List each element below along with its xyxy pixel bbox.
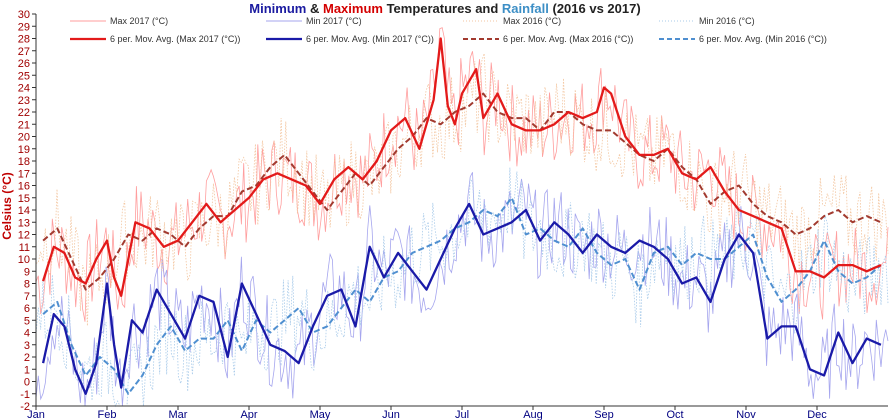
legend-label: Min 2017 (°C) bbox=[306, 16, 362, 26]
moving-average-series bbox=[41, 37, 882, 395]
series-line-max17raw bbox=[35, 27, 889, 322]
x-tick-label: Mar bbox=[169, 409, 188, 420]
y-tick-label: 11 bbox=[19, 242, 30, 254]
title-run: Temperatures and bbox=[383, 1, 502, 16]
series-line-max16raw bbox=[35, 53, 889, 326]
series-line-min17raw bbox=[35, 172, 889, 407]
y-tick-label: -2 bbox=[20, 401, 30, 413]
legend-label: Max 2016 (°C) bbox=[503, 16, 561, 26]
legend-label: Min 2016 (°C) bbox=[699, 16, 755, 26]
legend-item-max-2016: Max 2016 (°C) bbox=[463, 16, 561, 26]
y-tick-label: 6 bbox=[24, 303, 30, 315]
y-tick-label: 16 bbox=[18, 181, 30, 193]
title-run: & bbox=[306, 1, 323, 16]
title-run: Maximum bbox=[323, 1, 383, 16]
y-tick-label: 18 bbox=[18, 156, 30, 168]
series-line-max17ma bbox=[42, 37, 882, 297]
legend-item-ma-max-2017: 6 per. Mov. Avg. (Max 2017 (°C)) bbox=[70, 34, 240, 44]
y-tick-label: 24 bbox=[18, 83, 30, 95]
y-tick-label: 23 bbox=[18, 95, 30, 107]
series-line-max16ma bbox=[42, 92, 882, 291]
x-tick-label: Apr bbox=[240, 409, 257, 420]
y-tick-label: 4 bbox=[24, 328, 30, 340]
title-run: (2016 vs 2017) bbox=[549, 1, 641, 16]
y-tick-label: 20 bbox=[18, 132, 30, 144]
y-tick-label: 5 bbox=[24, 315, 30, 327]
daily-series bbox=[35, 27, 889, 408]
y-tick-label: 14 bbox=[18, 205, 30, 217]
y-tick-label: 3 bbox=[24, 340, 30, 352]
y-tick-label: 13 bbox=[18, 217, 30, 229]
legend-label: Max 2017 (°C) bbox=[110, 16, 168, 26]
y-tick-label: 1 bbox=[24, 364, 30, 376]
legend: Max 2017 (°C) Min 2017 (°C) Max 2016 (°C… bbox=[70, 16, 827, 44]
x-tick-label: Feb bbox=[98, 409, 117, 420]
x-tick-label: Jun bbox=[382, 409, 400, 420]
y-axis-title: Celsius (°C) bbox=[0, 172, 14, 239]
series-line-min17ma bbox=[41, 202, 882, 395]
series-line-min16ma bbox=[42, 196, 882, 395]
y-tick-label: 7 bbox=[24, 291, 30, 303]
y-tick-label: 9 bbox=[24, 266, 30, 278]
x-tick-label: Jul bbox=[455, 409, 469, 420]
y-tick-label: 17 bbox=[18, 168, 30, 180]
y-tick-label: 19 bbox=[18, 144, 30, 156]
legend-label: 6 per. Mov. Avg. (Min 2016 (°C)) bbox=[699, 34, 827, 44]
y-tick-label: 2 bbox=[24, 352, 30, 364]
legend-label: 6 per. Mov. Avg. (Max 2016 (°C)) bbox=[503, 34, 633, 44]
legend-item-ma-max-2016: 6 per. Mov. Avg. (Max 2016 (°C)) bbox=[463, 34, 633, 44]
y-tick-label: 12 bbox=[18, 230, 30, 242]
legend-item-min-2017: Min 2017 (°C) bbox=[266, 16, 362, 26]
y-tick-label: 29 bbox=[18, 21, 30, 33]
y-tick-label: 30 bbox=[18, 9, 30, 21]
legend-item-max-2017: Max 2017 (°C) bbox=[70, 16, 168, 26]
x-tick-label: May bbox=[310, 409, 331, 420]
y-tick-label: 21 bbox=[18, 119, 30, 131]
legend-label: 6 per. Mov. Avg. (Max 2017 (°C)) bbox=[110, 34, 240, 44]
legend-item-min-2016: Min 2016 (°C) bbox=[659, 16, 755, 26]
legend-item-ma-min-2016: 6 per. Mov. Avg. (Min 2016 (°C)) bbox=[659, 34, 827, 44]
y-tick-label: 22 bbox=[18, 107, 30, 119]
y-tick-label: 0 bbox=[24, 377, 30, 389]
x-tick-label: Dec bbox=[807, 409, 827, 420]
y-tick-label: 10 bbox=[18, 254, 30, 266]
series-line-min16raw bbox=[35, 167, 889, 408]
x-tick-label: Jan bbox=[27, 409, 45, 420]
y-tick-label: 27 bbox=[18, 46, 30, 58]
y-tick-label: 25 bbox=[18, 70, 30, 82]
legend-label: 6 per. Mov. Avg. (Min 2017 (°C)) bbox=[306, 34, 434, 44]
axes: -2-1012345678910111213141516171819202122… bbox=[18, 9, 888, 420]
title-run: Minimum bbox=[249, 1, 306, 16]
y-tick-label: 8 bbox=[24, 279, 30, 291]
title-run: Rainfall bbox=[502, 1, 549, 16]
y-tick-label: -1 bbox=[20, 389, 30, 401]
y-tick-label: 26 bbox=[18, 58, 30, 70]
x-tick-label: Sep bbox=[594, 409, 614, 420]
x-tick-label: Nov bbox=[736, 409, 756, 420]
y-tick-label: 15 bbox=[18, 193, 30, 205]
y-tick-label: 28 bbox=[18, 34, 30, 46]
x-tick-label: Aug bbox=[523, 409, 543, 420]
legend-item-ma-min-2017: 6 per. Mov. Avg. (Min 2017 (°C)) bbox=[266, 34, 434, 44]
x-tick-label: Oct bbox=[666, 409, 683, 420]
chart-title: Minimum & Maximum Temperatures and Rainf… bbox=[249, 1, 640, 16]
